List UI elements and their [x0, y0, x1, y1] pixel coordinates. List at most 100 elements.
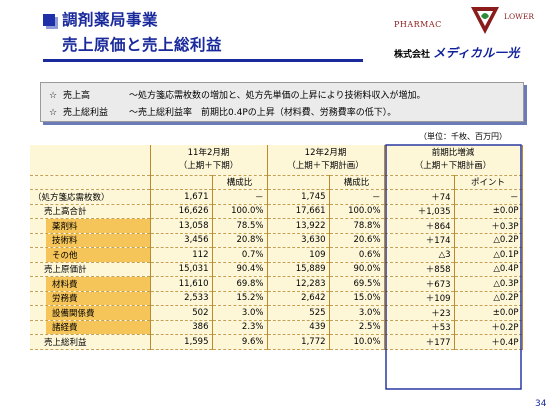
col-group-diff-line1: 前期比増減: [431, 147, 475, 158]
cell-v11: 502: [150, 305, 213, 321]
header-ratio-fy12: 構成比: [329, 175, 385, 190]
header-point: ポイント: [454, 175, 523, 190]
cell-r11: －: [212, 189, 268, 205]
cell-v12: 17,661: [267, 204, 330, 219]
cell-diff: ＋53: [384, 320, 455, 335]
cell-r12: 10.0%: [329, 334, 385, 350]
cell-v11: 112: [150, 247, 213, 263]
cell-r11: 78.5%: [212, 218, 268, 234]
row-label: 労務費: [30, 291, 151, 306]
cell-r12: 100.0%: [329, 204, 385, 219]
summary-label: 売上高: [63, 91, 91, 101]
company-name: 株式会社 メディカル一光: [394, 44, 520, 61]
header-blank: [267, 175, 330, 190]
cell-r12: －: [329, 189, 385, 205]
cell-r11: 3.0%: [212, 305, 268, 321]
cell-r11: 20.8%: [212, 233, 268, 248]
cell-v11: 2,533: [150, 291, 213, 306]
logo-brand-right: LOWER: [504, 12, 534, 21]
cell-v11: 386: [150, 320, 213, 335]
cell-diff: ＋174: [384, 233, 455, 248]
cell-r11: 2.3%: [212, 320, 268, 335]
cell-v12: 2,642: [267, 291, 330, 306]
row-label: 技術料: [30, 233, 151, 248]
cell-diff: ＋858: [384, 262, 455, 277]
page-number: 34: [535, 399, 547, 409]
flower-logo-icon: [471, 7, 499, 34]
row-label: 材料費: [30, 276, 151, 292]
cell-diff: ＋177: [384, 334, 455, 350]
cell-r11: 15.2%: [212, 291, 268, 306]
col-group-fy12-line1: 12年2月期: [304, 147, 347, 158]
header-ratio-fy11: 構成比: [212, 175, 268, 190]
col-group-fy11-line2: （上期＋下期）: [178, 160, 239, 171]
unit-note: （単位：千枚、百万円）: [419, 132, 507, 141]
table-row: その他 112 0.7% 109 0.6% △3 △0.1P: [30, 247, 523, 263]
cell-r12: 69.5%: [329, 276, 385, 292]
table-row: 設備関係費 502 3.0% 525 3.0% ＋23 ±0.0P: [30, 305, 523, 321]
cell-v11: 13,058: [150, 218, 213, 234]
header-blank: [384, 175, 455, 190]
table-row: 諸経費 386 2.3% 439 2.5% ＋53 ＋0.2P: [30, 320, 523, 335]
cell-v11: 11,610: [150, 276, 213, 292]
cell-r11: 9.6%: [212, 334, 268, 350]
cell-pt: －: [454, 189, 523, 205]
table-row: 売上総利益 1,595 9.6% 1,772 10.0% ＋177 ＋0.4P: [30, 334, 523, 350]
star-icon: ☆: [49, 91, 58, 101]
header-blank: [150, 175, 213, 190]
col-group-diff-line2: （上期＋下期計画）: [414, 160, 492, 171]
cell-r12: 15.0%: [329, 291, 385, 306]
cell-diff: ＋673: [384, 276, 455, 292]
cell-pt: △0.3P: [454, 276, 523, 292]
cell-pt: △0.2P: [454, 291, 523, 306]
cell-r11: 100.0%: [212, 204, 268, 219]
title-underline: [43, 59, 363, 62]
cell-r12: 20.6%: [329, 233, 385, 248]
row-label: その他: [30, 247, 151, 263]
star-icon: ☆: [49, 108, 58, 118]
row-label: （処方箋応需枚数）: [30, 189, 151, 205]
cell-diff: ＋109: [384, 291, 455, 306]
cell-pt: ＋0.4P: [454, 334, 523, 350]
cell-r12: 2.5%: [329, 320, 385, 335]
cell-diff: ＋74: [384, 189, 455, 205]
logo-brand-left: PHARMAC: [394, 20, 442, 29]
cell-pt: ±0.0P: [454, 305, 523, 321]
cell-v12: 15,889: [267, 262, 330, 277]
summary-text: ～処方箋応需枚数の増加と、処方先単価の上昇により技術料収入が増加。: [129, 91, 426, 101]
cell-v12: 1,772: [267, 334, 330, 350]
company-logo: PHARMAC LOWER 株式会社 メディカル一光: [392, 4, 552, 60]
cell-v12: 1,745: [267, 189, 330, 205]
table-row: 技術料 3,456 20.8% 3,630 20.6% ＋174 △0.2P: [30, 233, 523, 248]
cell-v11: 3,456: [150, 233, 213, 248]
table-row: 材料費 11,610 69.8% 12,283 69.5% ＋673 △0.3P: [30, 276, 523, 292]
company-brand-name: メディカル一光: [433, 46, 520, 60]
cost-profit-table: 11年2月期 （上期＋下期） 12年2月期 （上期＋下期計画） 前期比増減 （上…: [30, 145, 523, 350]
row-label: 売上原価計: [30, 262, 151, 277]
cell-diff: ＋1,035: [384, 204, 455, 219]
cell-r12: 78.8%: [329, 218, 385, 234]
cell-v11: 1,671: [150, 189, 213, 205]
header-corner: [30, 145, 151, 176]
cell-pt: △0.4P: [454, 262, 523, 277]
cell-v12: 13,922: [267, 218, 330, 234]
header-blank: [30, 175, 151, 190]
table-row: （処方箋応需枚数） 1,671 － 1,745 －＋74 －: [30, 189, 523, 205]
title-bullet-icon: [43, 14, 55, 26]
table-row: 労務費 2,533 15.2% 2,642 15.0% ＋109 △0.2P: [30, 291, 523, 306]
cell-r11: 69.8%: [212, 276, 268, 292]
col-group-diff: 前期比増減 （上期＋下期計画）: [384, 145, 523, 176]
col-group-fy12: 12年2月期 （上期＋下期計画）: [267, 145, 385, 176]
col-group-fy12-line2: （上期＋下期計画）: [287, 160, 364, 171]
cell-pt: △0.2P: [454, 233, 523, 248]
cell-pt: ±0.0P: [454, 204, 523, 219]
cell-v11: 15,031: [150, 262, 213, 277]
cell-pt: △0.1P: [454, 247, 523, 263]
row-label: 設備関係費: [30, 305, 151, 321]
row-label: 諸経費: [30, 320, 151, 335]
cell-pt: ＋0.2P: [454, 320, 523, 335]
cell-v11: 16,626: [150, 204, 213, 219]
cell-r12: 90.0%: [329, 262, 385, 277]
cell-v12: 439: [267, 320, 330, 335]
cell-v12: 12,283: [267, 276, 330, 292]
